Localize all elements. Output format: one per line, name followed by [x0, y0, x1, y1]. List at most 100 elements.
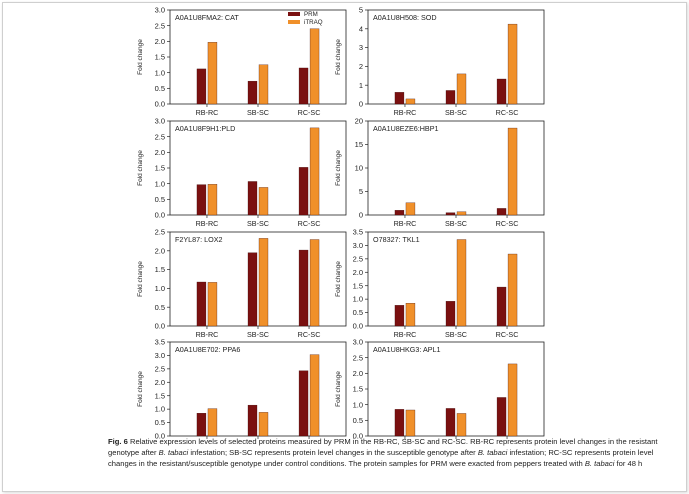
chart-panel-2: 0 1 2 3 4 5 Fold change A0A1U8H508: SOD RB-RC SB-…	[335, 6, 545, 117]
y-tick-label: 0.5	[353, 416, 363, 425]
x-tick-label: RC-SC	[496, 108, 519, 117]
y-tick-label: 2.0	[353, 268, 363, 277]
bar-itraq-rc-sc	[309, 239, 320, 327]
bar-prm-rc-sc	[298, 167, 309, 216]
chart-panel-5: 0.0 0.5 1.0 1.5 2.0 2.5 Fold change F2YL87: LOX…	[137, 228, 347, 339]
y-tick-label: 1.0	[353, 295, 363, 304]
y-tick-label: 1.5	[155, 53, 165, 62]
panel-title: A0A1U8FMA2: CAT	[175, 13, 239, 22]
bar-prm-rc-sc	[496, 397, 507, 437]
bar-itraq-rc-sc	[309, 28, 320, 105]
bar-itraq-rb-rc	[405, 202, 416, 216]
y-tick-label: 3.0	[155, 117, 165, 126]
plot-frame	[367, 120, 545, 216]
y-tick-label: 5	[359, 6, 363, 15]
y-tick-label: 2.5	[353, 254, 363, 263]
chart-panel-6: 0.0 0.5 1.0 1.5 2.0 2.5 3.0 3.5 Fold change O7832…	[335, 228, 545, 339]
y-tick-label: 0.5	[155, 418, 165, 427]
bar-prm-rc-sc	[496, 286, 507, 327]
y-axis-label: Fold change	[335, 261, 342, 297]
y-tick-label: 2.0	[155, 148, 165, 157]
bar-prm-sb-sc	[247, 80, 258, 105]
y-tick-label: 0.0	[155, 432, 165, 440]
y-tick-label: 1.5	[353, 385, 363, 394]
bar-prm-rc-sc	[496, 208, 507, 216]
y-tick-label: 1.5	[155, 391, 165, 400]
x-tick-label: SB-SC	[445, 330, 467, 339]
legend-label-itraq: iTRAQ	[304, 19, 323, 26]
y-tick-label: 1.5	[353, 281, 363, 290]
y-tick-label: 3.0	[353, 241, 363, 250]
legend-swatch-prm	[288, 12, 300, 16]
bar-prm-rb-rc	[394, 210, 405, 216]
y-tick-label: 0.5	[155, 303, 165, 312]
panel-title: A0A1U8E702: PPA6	[175, 345, 240, 354]
y-axis-label: Fold change	[137, 39, 144, 75]
y-tick-label: 1.0	[155, 179, 165, 188]
chart-panel-8: 0.0 0.5 1.0 1.5 2.0 2.5 3.0 Fold change A0A1U8HK…	[335, 338, 545, 440]
bar-prm-sb-sc	[247, 252, 258, 327]
x-tick-label: RC-SC	[298, 330, 321, 339]
bar-itraq-rb-rc	[207, 408, 218, 437]
bar-itraq-rb-rc	[207, 184, 218, 216]
y-tick-label: 0.0	[155, 211, 165, 220]
y-tick-label: 2.5	[155, 228, 165, 237]
x-tick-label: SB-SC	[445, 108, 467, 117]
y-tick-label: 0.0	[155, 322, 165, 331]
plot-frame	[367, 9, 545, 105]
y-tick-label: 1	[359, 81, 363, 90]
bar-itraq-sb-sc	[456, 413, 467, 437]
caption-pathogen-2: B. tabaci	[477, 448, 508, 457]
bar-prm-rc-sc	[298, 370, 309, 437]
bar-itraq-rb-rc	[405, 409, 416, 437]
y-tick-label: 1.0	[155, 284, 165, 293]
y-tick-label: 20	[355, 117, 363, 126]
bar-prm-rb-rc	[196, 184, 207, 216]
chart-panel-7: 0.0 0.5 1.0 1.5 2.0 2.5 3.0 3.5 Fold change A0A1U…	[137, 338, 347, 440]
x-tick-label: SB-SC	[247, 219, 269, 228]
y-tick-label: 0.5	[155, 84, 165, 93]
y-tick-label: 10	[355, 164, 363, 173]
caption-label: Fig. 6	[108, 437, 128, 446]
x-tick-label: SB-SC	[247, 108, 269, 117]
bar-prm-rb-rc	[196, 413, 207, 437]
caption-pathogen-3: B. tabaci	[584, 459, 615, 468]
bar-prm-rc-sc	[298, 67, 309, 105]
bar-itraq-rb-rc	[405, 98, 416, 105]
caption-text-2: infestation; SB-SC represents protein le…	[188, 448, 478, 457]
bar-itraq-sb-sc	[456, 211, 467, 216]
y-tick-label: 3.5	[155, 338, 165, 347]
y-tick-label: 1.0	[155, 405, 165, 414]
bar-itraq-sb-sc	[258, 412, 269, 437]
legend-swatch-itraq	[288, 20, 300, 24]
x-tick-label: RC-SC	[496, 330, 519, 339]
legend-label-prm: PRM	[304, 11, 318, 18]
plot-frame	[169, 341, 347, 437]
bar-itraq-rc-sc	[309, 127, 320, 216]
chart-panel-4: 0 5 10 15 20 Fold change A0A1U8EZE6:HBP1 RB-RC S…	[335, 117, 545, 228]
y-tick-label: 0.0	[155, 100, 165, 109]
x-tick-label: RC-SC	[298, 219, 321, 228]
y-tick-label: 1.5	[155, 265, 165, 274]
bar-itraq-rb-rc	[207, 42, 218, 105]
y-tick-label: 2.5	[353, 353, 363, 362]
y-axis-label: Fold change	[335, 371, 342, 407]
x-tick-label: RC-SC	[496, 219, 519, 228]
y-tick-label: 2.5	[155, 132, 165, 141]
chart-panel-1: 0.0 0.5 1.0 1.5 2.0 2.5 3.0 Fold change A0A1U8FM…	[137, 6, 347, 117]
bar-itraq-rb-rc	[405, 303, 416, 327]
y-tick-label: 2.0	[155, 246, 165, 255]
x-tick-label: RB-RC	[196, 330, 219, 339]
panel-title: O78327: TKL1	[373, 235, 420, 244]
y-tick-label: 0	[359, 211, 363, 220]
bar-itraq-sb-sc	[258, 64, 269, 105]
plot-frame	[367, 341, 545, 437]
y-tick-label: 3.5	[353, 228, 363, 237]
chart-panel-3: 0.0 0.5 1.0 1.5 2.0 2.5 3.0 Fold change A0A1U8F9…	[137, 117, 347, 228]
bar-prm-sb-sc	[445, 301, 456, 327]
chart-panels: 0.0 0.5 1.0 1.5 2.0 2.5 3.0 Fold change A0A1U8FM…	[137, 6, 545, 440]
plot-frame	[169, 120, 347, 216]
bar-prm-rb-rc	[394, 409, 405, 437]
y-axis-label: Fold change	[137, 150, 144, 186]
